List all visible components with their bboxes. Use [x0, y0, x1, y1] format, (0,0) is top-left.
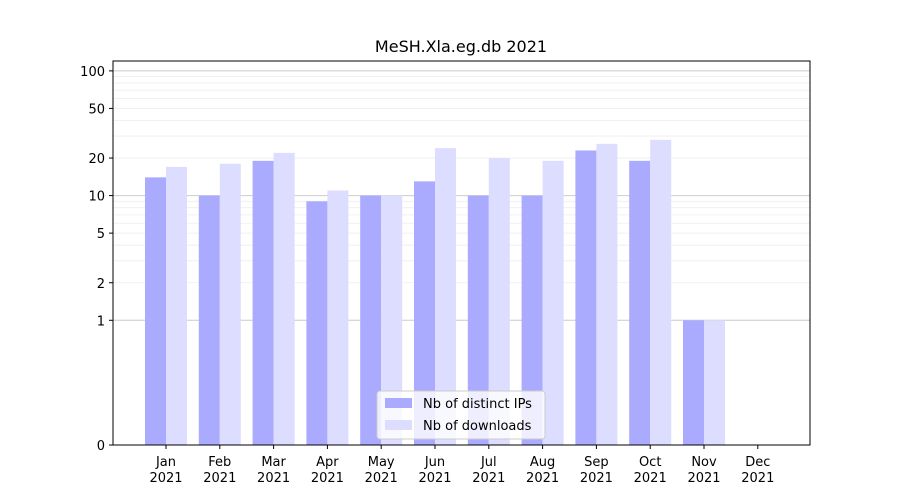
bar-distinct-ips-5 [414, 181, 435, 445]
bar-downloads-1 [219, 163, 241, 445]
x-tick-label: Nov 2021 [687, 455, 720, 486]
y-tick-label: 5 [97, 227, 105, 242]
y-tick-label: 100 [80, 65, 105, 80]
y-tick-label: 2 [97, 277, 105, 292]
chart-title: MeSH.Xla.eg.db 2021 [375, 37, 547, 56]
y-tick-label: 0 [97, 439, 105, 454]
legend-label-distinct-ips: Nb of distinct IPs [423, 397, 532, 412]
x-tick-label: Jun 2021 [418, 455, 451, 486]
legend-swatch-distinct-ips [385, 398, 412, 408]
bar-downloads-9 [650, 139, 672, 445]
x-tick-label: Dec 2021 [741, 455, 774, 486]
legend-label-downloads: Nb of downloads [423, 419, 532, 434]
x-tick-label: Jan 2021 [149, 455, 182, 486]
legend-box [376, 390, 546, 440]
y-tick-label: 50 [88, 102, 105, 117]
legend: Nb of distinct IPs Nb of downloads [376, 390, 546, 440]
x-tick-label: May 2021 [365, 455, 398, 486]
bar-downloads-5 [435, 148, 456, 445]
x-tick-label: Oct 2021 [634, 455, 667, 486]
x-tick-label: Apr 2021 [311, 455, 344, 486]
bar-distinct-ips-0 [145, 177, 166, 445]
bar-downloads-4 [381, 195, 403, 445]
y-tick-label: 1 [97, 314, 105, 329]
x-tick-label: Mar 2021 [257, 455, 290, 486]
x-tick-label: Feb 2021 [203, 455, 236, 486]
bar-downloads-7 [542, 160, 564, 445]
bar-downloads-3 [327, 190, 349, 445]
bar-downloads-6 [488, 158, 510, 445]
bar-distinct-ips-1 [198, 195, 220, 445]
legend-swatch-downloads [385, 420, 412, 430]
bar-distinct-ips-6 [467, 195, 489, 445]
bar-distinct-ips-2 [252, 160, 274, 445]
bar-distinct-ips-10 [683, 320, 704, 445]
bar-distinct-ips-9 [629, 160, 651, 445]
plot-frame [112, 60, 811, 446]
bar-distinct-ips-7 [521, 195, 543, 445]
bar-distinct-ips-4 [360, 195, 382, 445]
x-axis: Jan 2021 Feb 2021 Mar 2021 Apr 2021 May 2021 Jun 20… [149, 445, 774, 486]
bar-distinct-ips-3 [306, 201, 328, 445]
bar-downloads-2 [273, 152, 295, 445]
y-axis: 0 1 2 5 10 20 50 100 [80, 65, 113, 454]
bars [145, 139, 725, 446]
x-tick-label: Sep 2021 [580, 455, 613, 486]
y-tick-label: 10 [88, 190, 105, 205]
x-tick-label: Jul 2021 [472, 455, 505, 486]
x-tick-label: Aug 2021 [526, 455, 559, 486]
bar-downloads-0 [166, 166, 187, 445]
y-tick-label: 20 [88, 152, 105, 167]
bar-downloads-10 [704, 320, 725, 445]
bar-distinct-ips-8 [575, 150, 597, 445]
bar-downloads-8 [596, 143, 618, 446]
